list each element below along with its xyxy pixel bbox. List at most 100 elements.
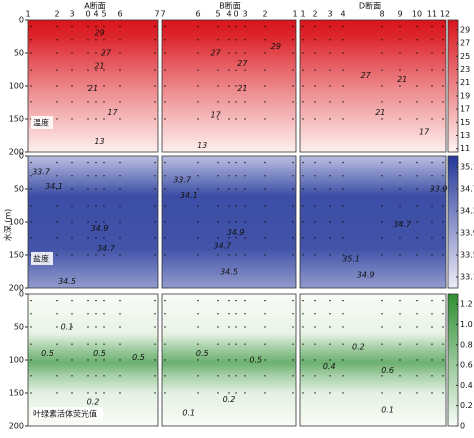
station-label: 3 [69, 10, 74, 19]
contour-field [299, 293, 447, 427]
sample-dot [399, 359, 401, 361]
sample-dot [302, 52, 304, 54]
sample-dot [87, 375, 89, 377]
sample-dot [342, 359, 344, 361]
sample-dot [95, 359, 97, 361]
sample-dot [399, 69, 401, 71]
sample-dot [197, 221, 199, 223]
contour-label: 21 [375, 108, 385, 117]
sample-dot [217, 205, 219, 207]
sample-dot [314, 359, 316, 361]
sample-dot [30, 52, 32, 54]
sample-dot [154, 254, 156, 256]
sample-dot [235, 118, 237, 120]
sample-dot [56, 205, 58, 207]
sample-dot [416, 299, 418, 302]
sample-dot [71, 375, 73, 377]
sample-dot [103, 359, 105, 361]
sample-dot [164, 85, 166, 87]
colorbar-tick-label: 25 [460, 52, 470, 61]
sample-dot [292, 375, 294, 377]
colorbar-cell [448, 350, 458, 354]
colorbar-cell [448, 36, 458, 41]
sample-dot [329, 343, 331, 345]
sample-dot [71, 326, 73, 328]
sample-dot [416, 326, 418, 328]
sample-dot [416, 161, 418, 164]
sample-dot [302, 343, 304, 345]
contour-label: 0.2 [223, 395, 236, 404]
sample-dot [71, 392, 73, 394]
sample-dot [235, 25, 237, 28]
sample-dot [71, 175, 73, 177]
sample-dot [342, 221, 344, 223]
sample-dot [314, 188, 316, 190]
sample-dot [217, 359, 219, 361]
sample-dot [314, 313, 316, 315]
sample-dot [442, 392, 444, 394]
sample-dot [381, 313, 383, 315]
sample-dot [442, 299, 444, 302]
station-label: 12 [440, 10, 450, 19]
sample-dot [235, 161, 237, 164]
contour-label: 13 [197, 141, 207, 150]
station-label: 6 [117, 10, 122, 19]
colorbar-cell [448, 278, 458, 282]
sample-dot [56, 237, 58, 239]
sample-dot [154, 175, 156, 177]
colorbar-cell [448, 346, 458, 351]
sample-dot [431, 175, 433, 177]
sample-dot [197, 359, 199, 361]
sample-dot [235, 85, 237, 87]
sample-dot [87, 221, 89, 223]
contour-label: 34.9 [227, 228, 245, 237]
sample-dot [264, 101, 266, 103]
colorbar-cell [448, 49, 458, 54]
colorbar-cell [448, 46, 458, 51]
colorbar-cell [448, 402, 458, 407]
sample-dot [314, 52, 316, 54]
colorbar-cell [448, 185, 458, 190]
station-label: 10 [412, 10, 422, 19]
sample-dot [119, 299, 121, 302]
sample-dot [342, 175, 344, 177]
sample-dot [71, 69, 73, 71]
sample-dot [228, 313, 230, 315]
colorbar-cell [448, 26, 458, 31]
sample-dot [164, 118, 166, 120]
sample-dot [228, 85, 230, 87]
colorbar-cell [448, 353, 458, 358]
sample-dot [314, 392, 316, 394]
sample-dot [342, 52, 344, 54]
sample-dot [416, 101, 418, 103]
colorbar-cell [448, 255, 458, 259]
contour-field [299, 155, 447, 289]
sample-dot [119, 188, 121, 190]
colorbar-cell [448, 422, 458, 427]
sample-dot [342, 188, 344, 190]
sample-dot [197, 237, 199, 239]
colorbar-cell [448, 156, 458, 160]
sample-dot [164, 326, 166, 328]
sample-dot [342, 392, 344, 394]
sample-dot [103, 237, 105, 239]
colorbar-cell [448, 340, 458, 344]
sample-dot [103, 392, 105, 394]
sample-dot [228, 375, 230, 377]
sample-dot [30, 205, 32, 207]
sample-dot [95, 175, 97, 177]
sample-dot [71, 118, 73, 120]
colorbar-cell [448, 39, 458, 44]
sample-dot [292, 313, 294, 315]
colorbar-tick-label: 27 [460, 39, 470, 48]
sample-dot [431, 375, 433, 377]
station-label: 4 [340, 10, 345, 19]
sample-dot [442, 52, 444, 54]
sample-dot [103, 326, 105, 328]
sample-dot [154, 326, 156, 328]
panel-label: 盐度 [33, 253, 49, 263]
sample-dot [56, 359, 58, 361]
sample-dot [154, 69, 156, 71]
colorbar-cell [448, 330, 458, 335]
